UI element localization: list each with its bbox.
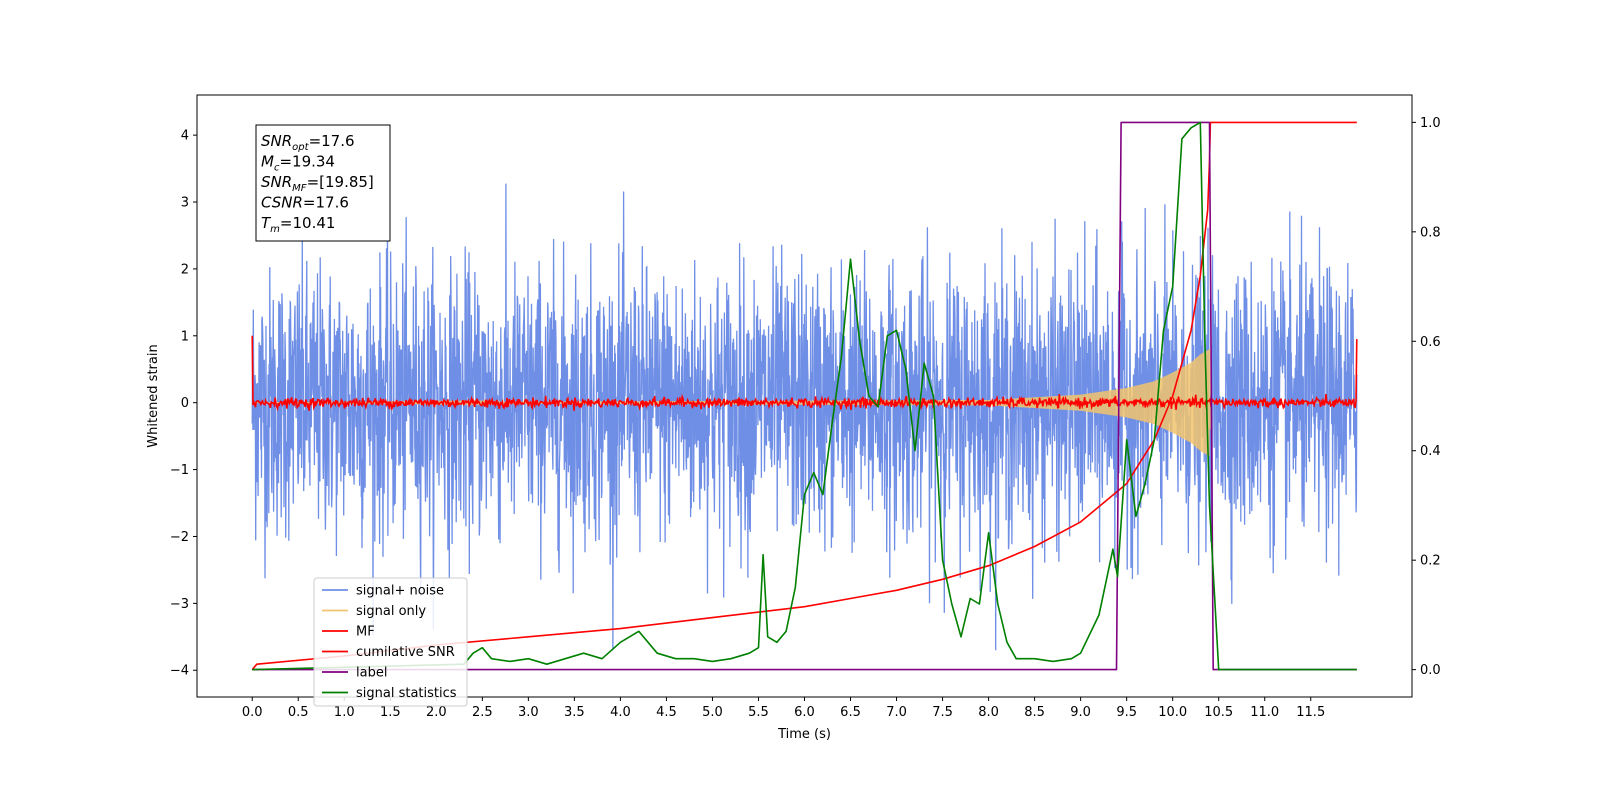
y-left-tick-label: 1 [181, 329, 189, 344]
annotation-line: SNRopt=17.6 [261, 132, 355, 153]
x-axis-label: Time (s) [777, 727, 831, 742]
y-left-tick-label: −4 [170, 664, 189, 679]
y-axis-right-ticks: 0.0 0.2 0.4 0.6 0.8 1.0 [1412, 116, 1441, 678]
x-tick-label: 6.5 [840, 705, 861, 720]
y-axis-left-ticks: −4 −3 −2 −1 0 1 2 3 4 [170, 129, 197, 679]
y-right-tick-label: 0.2 [1420, 554, 1441, 569]
legend-frame [313, 577, 468, 707]
legend: signal+ noise signal only MF cumilative SNR… [313, 577, 468, 707]
x-tick-label: 10.5 [1204, 705, 1233, 720]
y-left-tick-label: 2 [181, 262, 189, 277]
x-tick-label: 4.0 [610, 705, 631, 720]
x-tick-label: 9.0 [1070, 705, 1091, 720]
annotation-line: Mc=19.34 [261, 153, 335, 174]
legend-entry-label: label [356, 666, 387, 681]
x-tick-label: 11.5 [1296, 705, 1325, 720]
legend-entry-label: signal only [356, 604, 426, 619]
x-tick-label: 5.5 [748, 705, 769, 720]
x-tick-label: 3.0 [518, 705, 539, 720]
annotation-line: CSNR=17.6 [261, 194, 349, 212]
plot-area [251, 121, 1358, 671]
annotation-box-frame [255, 124, 391, 242]
x-tick-label: 2.0 [426, 705, 447, 720]
y-right-tick-label: 1.0 [1420, 116, 1441, 131]
y-right-tick-label: 0.4 [1420, 444, 1441, 459]
y-left-tick-label: 3 [181, 196, 189, 211]
y-right-tick-label: 0.6 [1420, 335, 1441, 350]
y-right-tick-label: 0.0 [1420, 663, 1441, 678]
legend-entry-label: MF [356, 625, 375, 640]
legend-entry-label: signal+ noise [356, 584, 444, 599]
x-tick-label: 9.5 [1116, 705, 1137, 720]
x-tick-label: 4.5 [656, 705, 677, 720]
x-tick-label: 6.0 [794, 705, 815, 720]
y-left-tick-label: 0 [181, 396, 189, 411]
x-tick-label: 0.0 [242, 705, 263, 720]
y-left-tick-label: −2 [170, 530, 189, 545]
x-tick-label: 0.5 [288, 705, 309, 720]
annotation-line: Tm=10.41 [261, 214, 335, 235]
stats-annotation-box: SNRopt=17.6Mc=19.34SNRMF=[19.85]CSNR=17.… [255, 124, 391, 242]
x-tick-label: 1.5 [380, 705, 401, 720]
x-tick-label: 7.5 [932, 705, 953, 720]
x-tick-label: 10.0 [1158, 705, 1187, 720]
x-tick-label: 3.5 [564, 705, 585, 720]
legend-entry-label: signal statistics [356, 686, 457, 701]
x-tick-label: 11.0 [1250, 705, 1279, 720]
y-axis-left-label: Whitened strain [146, 344, 161, 447]
series-mf-line [251, 335, 1358, 412]
x-tick-label: 8.0 [978, 705, 999, 720]
x-axis-ticks: 0.0 0.5 1.0 1.5 2.0 2.5 3.0 3.5 4.0 4.5 5.0 5.5 6.0 6… [242, 697, 1325, 720]
y-left-tick-label: 4 [181, 129, 189, 144]
legend-entry-label: cumilative SNR [356, 645, 455, 660]
x-tick-label: 8.5 [1024, 705, 1045, 720]
x-tick-label: 1.0 [334, 705, 355, 720]
series-signal-statistics-line [252, 121, 1357, 671]
y-left-tick-label: −1 [170, 463, 189, 478]
x-tick-label: 2.5 [472, 705, 493, 720]
y-left-tick-label: −3 [170, 597, 189, 612]
y-right-tick-label: 0.8 [1420, 225, 1441, 240]
x-tick-label: 7.0 [886, 705, 907, 720]
annotation-line: SNRMF=[19.85] [261, 173, 374, 194]
x-tick-label: 5.0 [702, 705, 723, 720]
